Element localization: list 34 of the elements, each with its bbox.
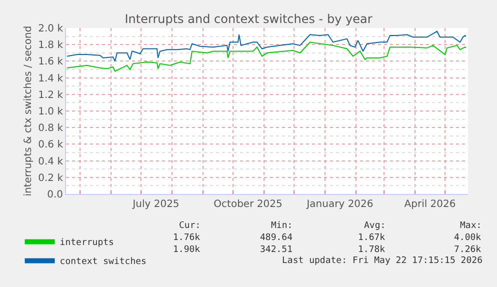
y-tick-label: 0.8 k xyxy=(38,123,64,134)
text: Cur: xyxy=(179,221,201,231)
x-tick-label: April 2026 xyxy=(404,199,456,210)
text: 4.00k xyxy=(454,233,482,243)
text: 1.78k xyxy=(358,245,386,255)
y-tick-label: 1.8 k xyxy=(38,40,64,52)
y-tick-label: 1.0 k xyxy=(38,106,64,118)
text: Max: xyxy=(460,221,482,231)
text: Avg: xyxy=(364,221,386,231)
legend-label: context switches xyxy=(60,257,146,268)
y-tick-label: 0.6 k xyxy=(38,140,64,151)
y-tick-label: 0.2 k xyxy=(38,172,64,184)
text: Last update: Fri May 22 17:15:15 2026 xyxy=(282,256,482,266)
x-tick-label: July 2025 xyxy=(132,199,180,210)
text: 342.51 xyxy=(260,245,293,255)
line-series xyxy=(66,30,466,62)
y-tick-label: 2.0 k xyxy=(38,24,64,34)
text: Min: xyxy=(271,221,293,231)
text: 1.76k xyxy=(173,233,201,243)
text: 489.64 xyxy=(260,233,293,243)
y-tick-label: 0.4 k xyxy=(38,156,64,168)
x-tick-label: January 2026 xyxy=(306,199,374,210)
y-tick-label: 0.0 xyxy=(47,190,63,200)
text: 1.67k xyxy=(358,233,386,243)
y-axis-title: interrupts & ctx switches / second xyxy=(23,26,34,196)
x-tick-label: October 2025 xyxy=(214,199,282,210)
text: 7.26k xyxy=(454,245,482,255)
legend-label: interrupts xyxy=(60,238,114,248)
text: 1.90k xyxy=(173,245,201,255)
y-tick-label: 1.6 k xyxy=(38,56,64,68)
y-tick-label: 1.2 k xyxy=(38,90,64,101)
chart-title: Interrupts and context switches - by year xyxy=(124,12,372,26)
line-series xyxy=(66,42,466,72)
y-tick-label: 1.4 k xyxy=(38,73,64,84)
